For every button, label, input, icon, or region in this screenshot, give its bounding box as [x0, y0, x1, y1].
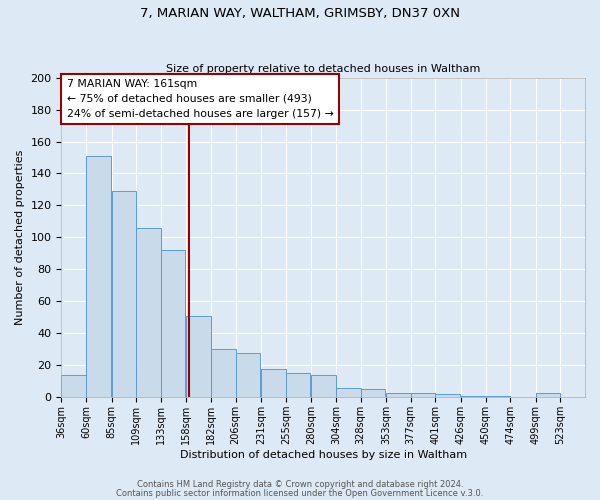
- Text: 7 MARIAN WAY: 161sqm
← 75% of detached houses are smaller (493)
24% of semi-deta: 7 MARIAN WAY: 161sqm ← 75% of detached h…: [67, 79, 334, 119]
- Bar: [485, 396, 510, 398]
- Bar: [436, 394, 460, 398]
- Bar: [236, 352, 260, 398]
- Bar: [86, 156, 110, 398]
- Bar: [211, 350, 236, 398]
- Y-axis label: Number of detached properties: Number of detached properties: [15, 150, 25, 325]
- Text: Contains HM Land Registry data © Crown copyright and database right 2024.: Contains HM Land Registry data © Crown c…: [137, 480, 463, 489]
- Bar: [112, 191, 136, 398]
- Bar: [136, 228, 161, 398]
- Bar: [336, 388, 361, 398]
- Bar: [386, 392, 411, 398]
- Title: Size of property relative to detached houses in Waltham: Size of property relative to detached ho…: [166, 64, 481, 74]
- Bar: [161, 250, 185, 398]
- Bar: [187, 316, 211, 398]
- Text: Contains public sector information licensed under the Open Government Licence v.: Contains public sector information licen…: [116, 488, 484, 498]
- Bar: [286, 374, 310, 398]
- Text: 7, MARIAN WAY, WALTHAM, GRIMSBY, DN37 0XN: 7, MARIAN WAY, WALTHAM, GRIMSBY, DN37 0X…: [140, 8, 460, 20]
- Bar: [61, 375, 86, 398]
- Bar: [411, 392, 436, 398]
- Bar: [461, 396, 485, 398]
- Bar: [361, 390, 385, 398]
- Bar: [536, 392, 560, 398]
- X-axis label: Distribution of detached houses by size in Waltham: Distribution of detached houses by size …: [179, 450, 467, 460]
- Bar: [311, 375, 336, 398]
- Bar: [261, 368, 286, 398]
